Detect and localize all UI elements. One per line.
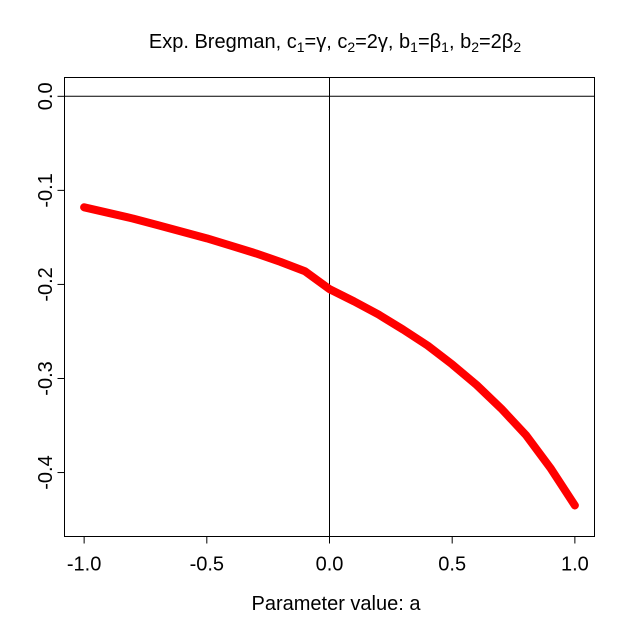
y-tick-label: -0.3 xyxy=(35,361,57,395)
title-segment: =2γ, b xyxy=(355,31,410,53)
title-segment: 2 xyxy=(471,39,479,55)
title-segment: 1 xyxy=(297,39,305,55)
y-tick-label: -0.2 xyxy=(35,267,57,301)
x-tick-label: 1.0 xyxy=(561,554,589,576)
x-axis: -1.0 -0.5 0.0 0.5 1.0 xyxy=(67,536,589,576)
title-segment: 2 xyxy=(513,39,521,55)
title-segment: =2β xyxy=(479,31,513,53)
series-line xyxy=(80,203,579,510)
y-tick-label: -0.1 xyxy=(35,173,57,207)
title-segment: 1 xyxy=(441,39,449,55)
y-axis: 0.0 -0.1 -0.2 -0.3 -0.4 xyxy=(35,82,65,490)
x-axis-label: Parameter value: a xyxy=(252,593,422,615)
title-segment: , b xyxy=(449,31,471,53)
x-tick-label: 0.5 xyxy=(438,554,466,576)
series-layer xyxy=(80,203,579,510)
x-tick-label: -0.5 xyxy=(190,554,224,576)
title-segment: =γ, c xyxy=(305,31,348,53)
chart-title: Exp. Bregman, c1=γ, c2=2γ, b1=β1, b2=2β2 xyxy=(149,31,521,55)
title-segment: =β xyxy=(418,31,441,53)
y-tick-label: -0.4 xyxy=(35,455,57,489)
title-segment: Exp. Bregman, c xyxy=(149,31,297,53)
x-tick-label: 0.0 xyxy=(316,554,344,576)
title-segment: 1 xyxy=(410,39,418,55)
reference-lines xyxy=(64,77,595,537)
title-segment: 2 xyxy=(347,39,355,55)
y-tick-label: 0.0 xyxy=(35,82,57,110)
x-tick-label: -1.0 xyxy=(67,554,101,576)
